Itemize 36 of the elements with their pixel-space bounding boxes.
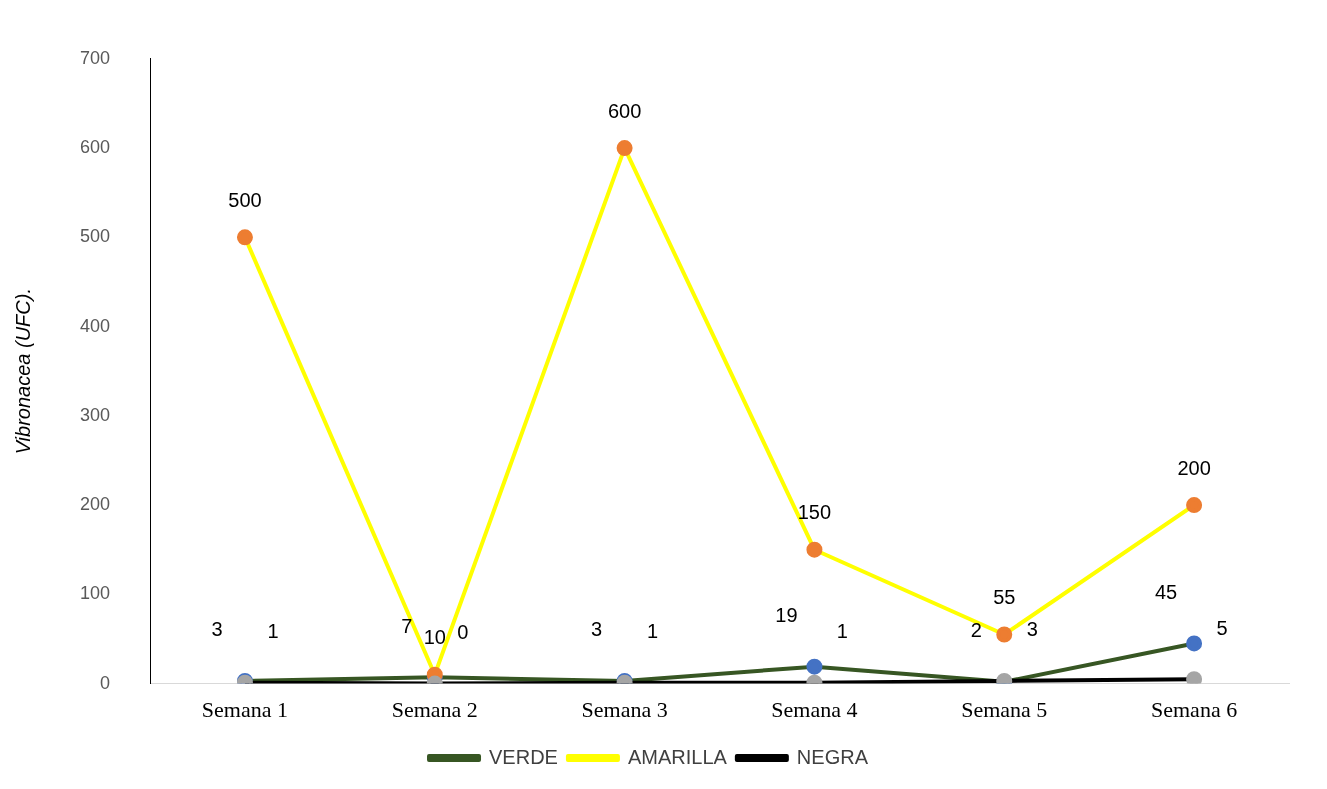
data-label: 3 — [591, 618, 603, 641]
y-axis-title: Vibronacea (UFC). — [11, 288, 34, 455]
data-label: 19 — [775, 604, 798, 627]
y-tick-label: 700 — [79, 47, 111, 68]
x-tick-label: Semana 3 — [581, 696, 668, 722]
y-tick-label: 100 — [79, 583, 111, 604]
data-label: 1 — [647, 620, 659, 643]
data-label: 3 — [211, 618, 223, 641]
y-tick-label: 600 — [79, 137, 111, 158]
y-tick-label: 400 — [79, 315, 111, 336]
y-tick-label: 300 — [79, 404, 111, 425]
x-tick-label: Semana 5 — [961, 696, 1048, 722]
data-label: 150 — [797, 501, 832, 524]
data-label: 500 — [228, 188, 262, 211]
data-label: 1 — [836, 620, 848, 643]
data-label: 45 — [1154, 580, 1178, 603]
legend-label: AMARILLA — [627, 745, 728, 768]
y-tick-label: 0 — [100, 672, 111, 693]
data-label: 55 — [993, 586, 1016, 609]
data-label: 1 — [267, 620, 279, 643]
data-label: 3 — [1026, 618, 1038, 641]
legend-label: NEGRA — [796, 745, 869, 768]
data-label: 7 — [401, 614, 413, 637]
data-label: 0 — [457, 621, 469, 644]
x-tick-label: Semana 2 — [391, 696, 478, 722]
y-tick-label: 200 — [79, 494, 111, 515]
x-tick-label: Semana 4 — [771, 696, 858, 722]
data-label: 5 — [1216, 616, 1228, 639]
x-tick-label: Semana 1 — [201, 696, 289, 722]
x-tick-label: Semana 6 — [1151, 696, 1238, 722]
data-label: 2 — [970, 619, 982, 642]
data-label: 600 — [607, 99, 642, 122]
data-label: 10 — [423, 626, 446, 649]
data-label: 200 — [1177, 456, 1211, 479]
y-tick-label: 500 — [79, 226, 111, 247]
legend-label: VERDE — [489, 745, 558, 768]
